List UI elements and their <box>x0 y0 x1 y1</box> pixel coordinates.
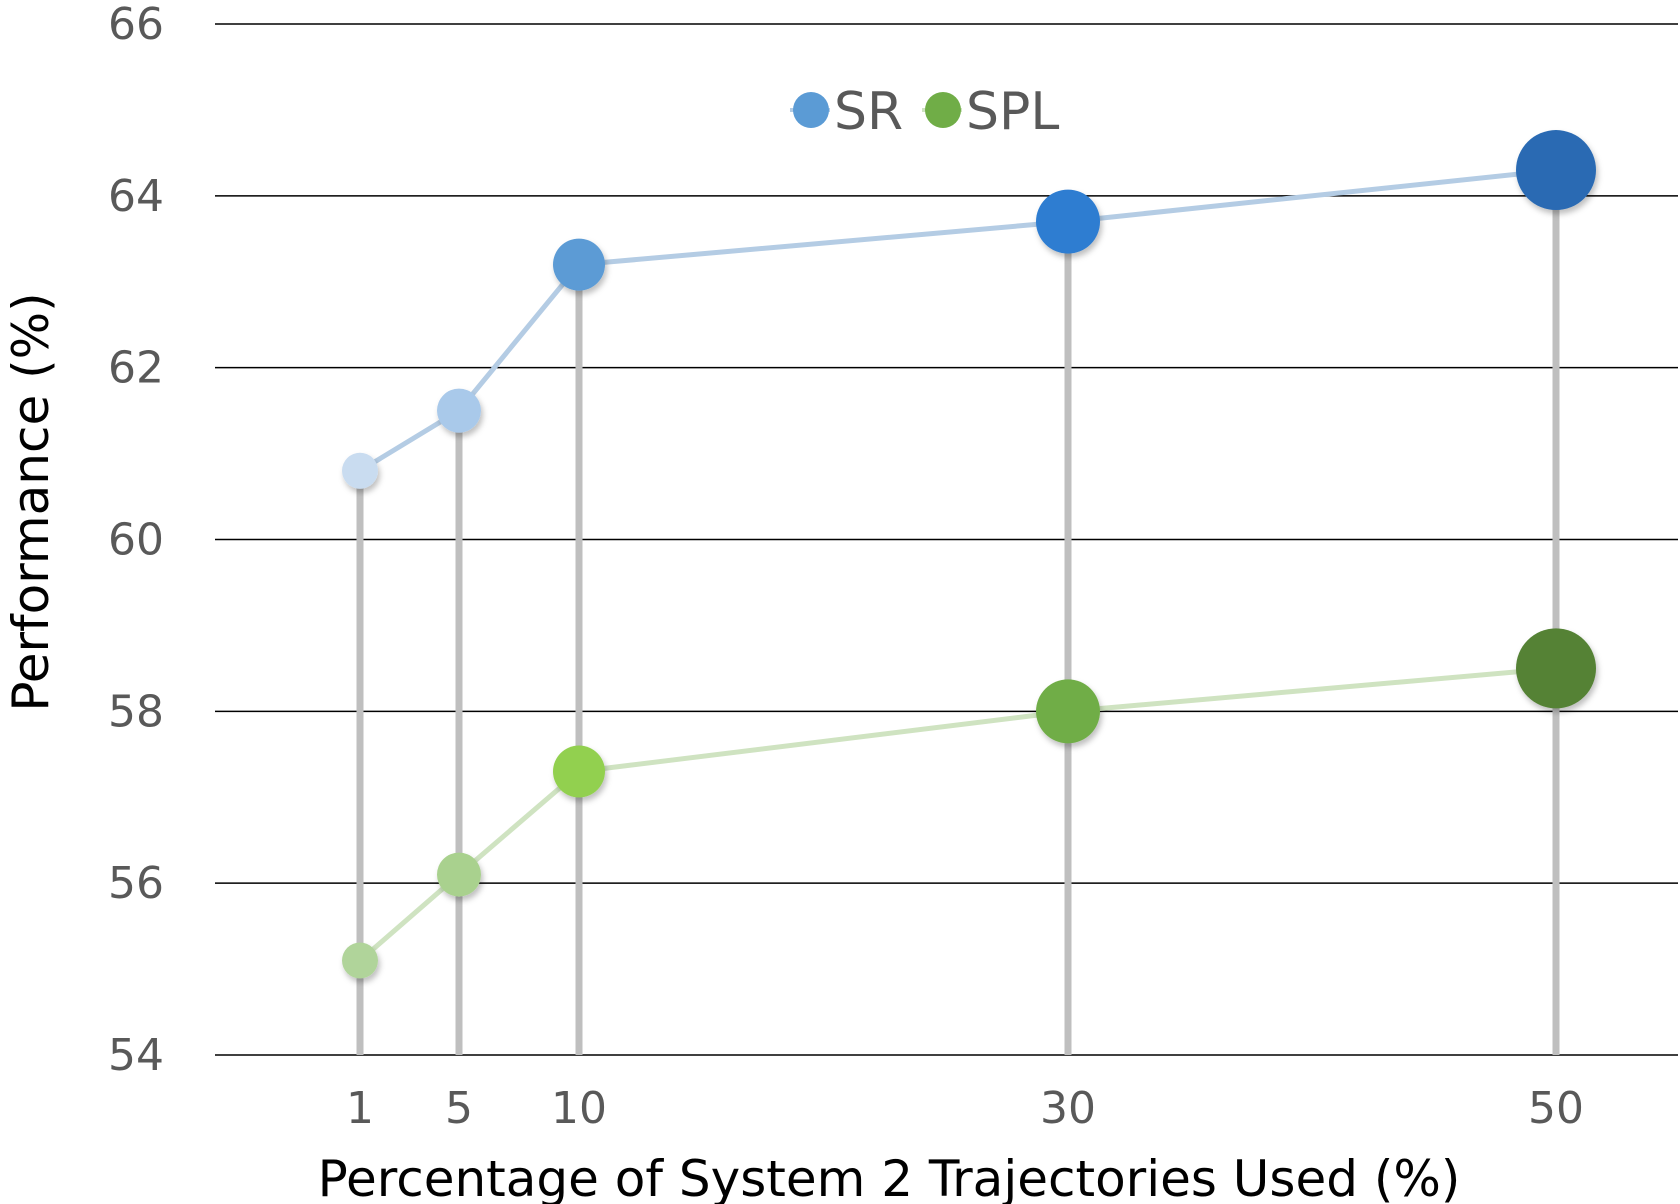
y-tick-label-54: 54 <box>108 1030 164 1081</box>
y-tick-label-64: 64 <box>108 171 164 222</box>
point-sr-10 <box>553 238 605 291</box>
legend: SR SPL <box>790 82 1059 142</box>
legend-label-sr: SR <box>834 82 903 142</box>
point-sr-5 <box>437 388 481 433</box>
point-sr-30 <box>1036 189 1100 254</box>
x-tick-label-5: 5 <box>445 1083 473 1134</box>
point-sr-50 <box>1516 130 1596 211</box>
point-spl-10 <box>553 745 605 798</box>
series-line-spl <box>358 665 1557 963</box>
series-line-sr <box>358 167 1557 473</box>
point-spl-5 <box>437 852 481 897</box>
series-lines <box>358 167 1557 963</box>
data-points <box>342 130 1596 979</box>
legend-label-spl: SPL <box>966 82 1059 142</box>
point-spl-1 <box>342 942 378 979</box>
point-spl-30 <box>1036 679 1100 744</box>
point-spl-50 <box>1516 628 1596 709</box>
y-tick-label-60: 60 <box>108 515 164 566</box>
drop-lines <box>356 170 1560 1055</box>
x-tick-label-1: 1 <box>346 1083 374 1134</box>
y-tick-label-56: 56 <box>108 858 164 909</box>
y-tick-labels: 54 56 58 60 62 64 66 <box>108 0 164 1081</box>
x-tick-label-30: 30 <box>1040 1083 1096 1134</box>
x-tick-label-50: 50 <box>1528 1083 1584 1134</box>
x-tick-labels: 1 5 10 30 50 <box>346 1083 1584 1134</box>
y-tick-label-62: 62 <box>108 343 164 394</box>
legend-marker-sr <box>793 92 829 128</box>
y-axis-title: Performance (%) <box>2 292 60 711</box>
legend-marker-spl <box>925 92 961 128</box>
x-axis-title: Percentage of System 2 Trajectories Used… <box>318 1150 1461 1204</box>
x-tick-label-10: 10 <box>551 1083 607 1134</box>
y-tick-label-58: 58 <box>108 686 164 737</box>
y-tick-label-66: 66 <box>108 0 164 50</box>
point-sr-1 <box>342 452 378 489</box>
